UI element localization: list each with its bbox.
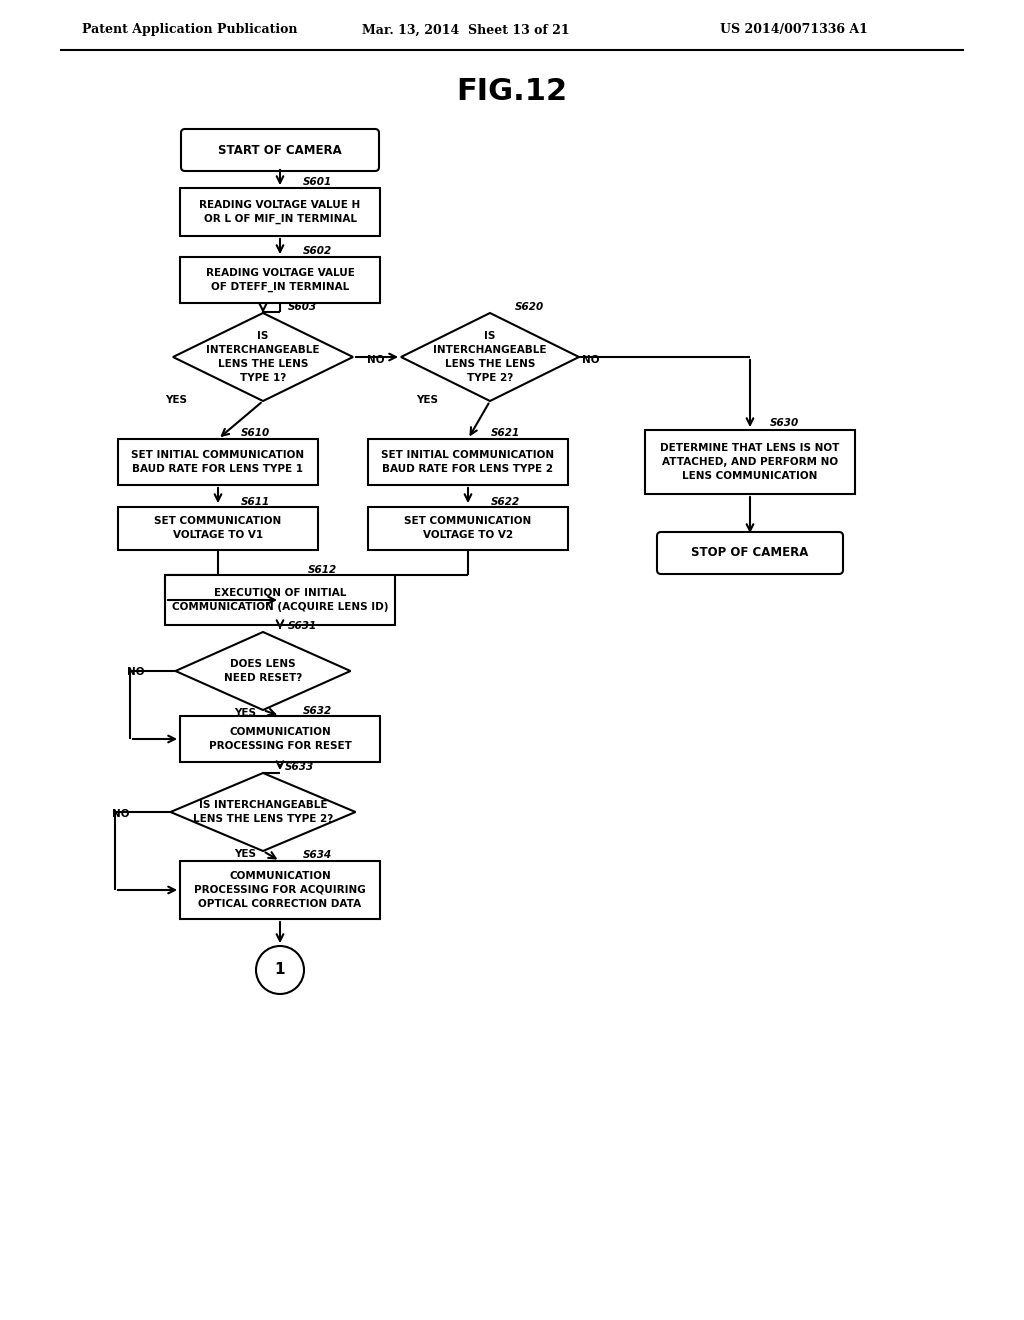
Text: SET INITIAL COMMUNICATION
BAUD RATE FOR LENS TYPE 2: SET INITIAL COMMUNICATION BAUD RATE FOR …	[381, 450, 555, 474]
Text: NO: NO	[127, 667, 144, 677]
Bar	[118, 507, 318, 549]
Text: SET COMMUNICATION
VOLTAGE TO V2: SET COMMUNICATION VOLTAGE TO V2	[404, 516, 531, 540]
Bar	[180, 187, 380, 236]
Text: S633: S633	[285, 762, 314, 772]
Text: FIG.12: FIG.12	[457, 78, 567, 107]
Text: YES: YES	[234, 849, 256, 859]
Text: 1: 1	[274, 962, 286, 978]
Text: IS INTERCHANGEABLE
LENS THE LENS TYPE 2?: IS INTERCHANGEABLE LENS THE LENS TYPE 2?	[193, 800, 333, 824]
Text: S631: S631	[288, 620, 317, 631]
Bar	[368, 440, 568, 484]
Text: S601: S601	[303, 177, 332, 187]
FancyBboxPatch shape	[181, 129, 379, 172]
Text: DOES LENS
NEED RESET?: DOES LENS NEED RESET?	[224, 659, 302, 682]
Text: S610: S610	[241, 428, 270, 438]
FancyBboxPatch shape	[657, 532, 843, 574]
Text: COMMUNICATION
PROCESSING FOR ACQUIRING
OPTICAL CORRECTION DATA: COMMUNICATION PROCESSING FOR ACQUIRING O…	[195, 871, 366, 909]
Text: Mar. 13, 2014  Sheet 13 of 21: Mar. 13, 2014 Sheet 13 of 21	[362, 24, 569, 37]
Text: S603: S603	[288, 302, 317, 312]
Text: S611: S611	[241, 498, 270, 507]
Bar	[180, 861, 380, 919]
Text: DETERMINE THAT LENS IS NOT
ATTACHED, AND PERFORM NO
LENS COMMUNICATION: DETERMINE THAT LENS IS NOT ATTACHED, AND…	[660, 444, 840, 480]
Text: NO: NO	[112, 809, 129, 818]
Text: SET COMMUNICATION
VOLTAGE TO V1: SET COMMUNICATION VOLTAGE TO V1	[155, 516, 282, 540]
Polygon shape	[175, 632, 350, 710]
Polygon shape	[171, 774, 355, 851]
Text: S620: S620	[515, 302, 544, 312]
Text: S630: S630	[770, 418, 800, 428]
Text: S634: S634	[303, 850, 332, 861]
Text: S612: S612	[308, 565, 337, 576]
Text: Patent Application Publication: Patent Application Publication	[82, 24, 298, 37]
Text: YES: YES	[416, 395, 438, 405]
Text: COMMUNICATION
PROCESSING FOR RESET: COMMUNICATION PROCESSING FOR RESET	[209, 727, 351, 751]
Text: S602: S602	[303, 246, 332, 256]
Text: S621: S621	[490, 428, 520, 438]
Text: YES: YES	[234, 708, 256, 718]
Bar	[165, 576, 395, 624]
Circle shape	[256, 946, 304, 994]
Text: START OF CAMERA: START OF CAMERA	[218, 144, 342, 157]
Text: IS
INTERCHANGEABLE
LENS THE LENS
TYPE 2?: IS INTERCHANGEABLE LENS THE LENS TYPE 2?	[433, 331, 547, 383]
Polygon shape	[401, 313, 579, 401]
Text: NO: NO	[367, 355, 384, 366]
Text: YES: YES	[165, 395, 187, 405]
Text: S632: S632	[303, 706, 332, 715]
Text: NO: NO	[582, 355, 599, 366]
Text: STOP OF CAMERA: STOP OF CAMERA	[691, 546, 809, 560]
Text: EXECUTION OF INITIAL
COMMUNICATION (ACQUIRE LENS ID): EXECUTION OF INITIAL COMMUNICATION (ACQU…	[172, 587, 388, 612]
Bar	[180, 715, 380, 762]
Text: US 2014/0071336 A1: US 2014/0071336 A1	[720, 24, 868, 37]
Bar	[645, 430, 855, 494]
Text: READING VOLTAGE VALUE
OF DTEFF_IN TERMINAL: READING VOLTAGE VALUE OF DTEFF_IN TERMIN…	[206, 268, 354, 292]
Bar	[368, 507, 568, 549]
Text: S622: S622	[490, 498, 520, 507]
Text: SET INITIAL COMMUNICATION
BAUD RATE FOR LENS TYPE 1: SET INITIAL COMMUNICATION BAUD RATE FOR …	[131, 450, 304, 474]
Bar	[118, 440, 318, 484]
Polygon shape	[173, 313, 353, 401]
Text: READING VOLTAGE VALUE H
OR L OF MIF_IN TERMINAL: READING VOLTAGE VALUE H OR L OF MIF_IN T…	[200, 199, 360, 224]
Bar	[180, 257, 380, 304]
Text: IS
INTERCHANGEABLE
LENS THE LENS
TYPE 1?: IS INTERCHANGEABLE LENS THE LENS TYPE 1?	[206, 331, 319, 383]
